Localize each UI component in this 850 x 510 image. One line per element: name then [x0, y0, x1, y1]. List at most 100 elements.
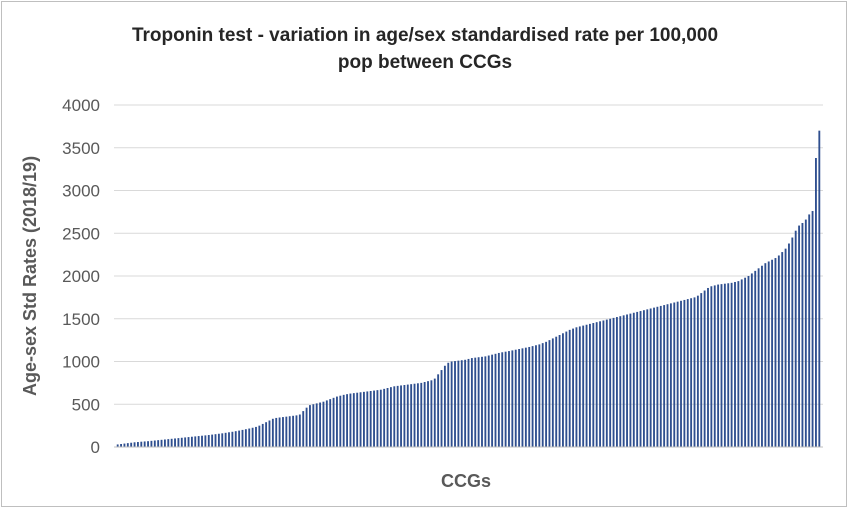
bar: [653, 307, 655, 447]
bar: [157, 440, 160, 447]
bar: [339, 395, 342, 447]
bar: [427, 381, 429, 447]
bar: [413, 383, 416, 447]
bar: [572, 328, 574, 447]
bar: [130, 442, 133, 447]
bar: [649, 308, 652, 447]
bar: [309, 405, 311, 447]
bar: [761, 265, 763, 447]
bar: [224, 432, 227, 447]
bar: [575, 327, 578, 447]
bar: [656, 306, 659, 447]
bar: [528, 346, 531, 447]
bar: [629, 313, 632, 447]
bar: [305, 407, 308, 447]
bar: [275, 417, 278, 447]
bar: [815, 158, 817, 447]
bar: [659, 305, 662, 447]
y-axis-ticks: 0 500 1000 1500 2000 2500 3000 3500 4000: [62, 96, 100, 457]
bar: [487, 355, 490, 447]
bar: [147, 441, 149, 447]
chart-title: Troponin test - variation in age/sex sta…: [0, 22, 850, 76]
bar: [558, 335, 561, 447]
bar: [231, 431, 234, 447]
bar: [801, 222, 804, 447]
bar: [352, 393, 355, 447]
bar: [750, 273, 753, 447]
bar: [282, 417, 284, 447]
bar: [730, 282, 733, 447]
bar: [531, 346, 534, 447]
bar: [120, 444, 122, 447]
bar: [808, 214, 811, 447]
bar: [363, 391, 365, 447]
bar: [460, 360, 463, 447]
bar: [646, 309, 649, 447]
bar: [393, 386, 396, 447]
bar: [804, 219, 807, 447]
bar: [251, 427, 254, 447]
bar: [642, 310, 645, 447]
bar: [288, 416, 291, 447]
bar: [356, 392, 359, 447]
bar: [562, 333, 564, 447]
bar: [602, 320, 605, 447]
bar: [683, 299, 686, 447]
bar: [298, 414, 301, 447]
bar: [609, 318, 612, 447]
bar: [295, 415, 298, 447]
y-tick-label: 2500: [62, 224, 100, 243]
bar: [481, 356, 483, 447]
bar: [713, 285, 716, 447]
bar: [767, 261, 770, 447]
bar: [180, 437, 183, 447]
bar: [723, 283, 726, 447]
bar: [241, 429, 244, 447]
bar: [632, 312, 635, 447]
bar: [194, 436, 197, 447]
bar: [268, 420, 271, 447]
bar: [518, 349, 521, 447]
bar: [174, 438, 176, 447]
bar: [126, 443, 129, 447]
bar: [693, 297, 696, 448]
bar: [757, 268, 760, 447]
chart-title-line-2: pop between CCGs: [337, 52, 513, 73]
bar: [163, 439, 166, 447]
bar: [416, 383, 419, 447]
bar: [285, 416, 288, 447]
bar: [744, 277, 747, 447]
bar: [379, 389, 382, 447]
y-tick-label: 3000: [62, 182, 100, 201]
bar: [342, 394, 345, 447]
bar: [447, 362, 450, 447]
bar: [255, 426, 257, 447]
bar: [541, 343, 544, 447]
bar: [420, 382, 423, 448]
bar: [302, 411, 305, 447]
bar: [494, 353, 497, 447]
bar: [582, 325, 585, 447]
bar: [433, 378, 436, 447]
bar: [133, 442, 136, 447]
bar: [740, 279, 743, 447]
y-tick-label: 500: [72, 395, 100, 414]
bar: [734, 281, 736, 447]
bar: [450, 361, 453, 447]
bar: [717, 284, 720, 447]
bar: [551, 338, 554, 447]
bar: [467, 358, 470, 447]
bar: [774, 258, 777, 447]
bar: [707, 287, 709, 447]
bar: [167, 439, 170, 447]
bar: [248, 428, 251, 447]
bar: [474, 357, 477, 447]
bar: [720, 284, 723, 447]
bar: [690, 298, 693, 447]
bar: [160, 439, 163, 447]
y-tick-label: 1000: [62, 353, 100, 372]
bar: [201, 435, 203, 447]
bar: [258, 425, 261, 448]
bar: [626, 314, 628, 447]
bar: [771, 259, 774, 447]
